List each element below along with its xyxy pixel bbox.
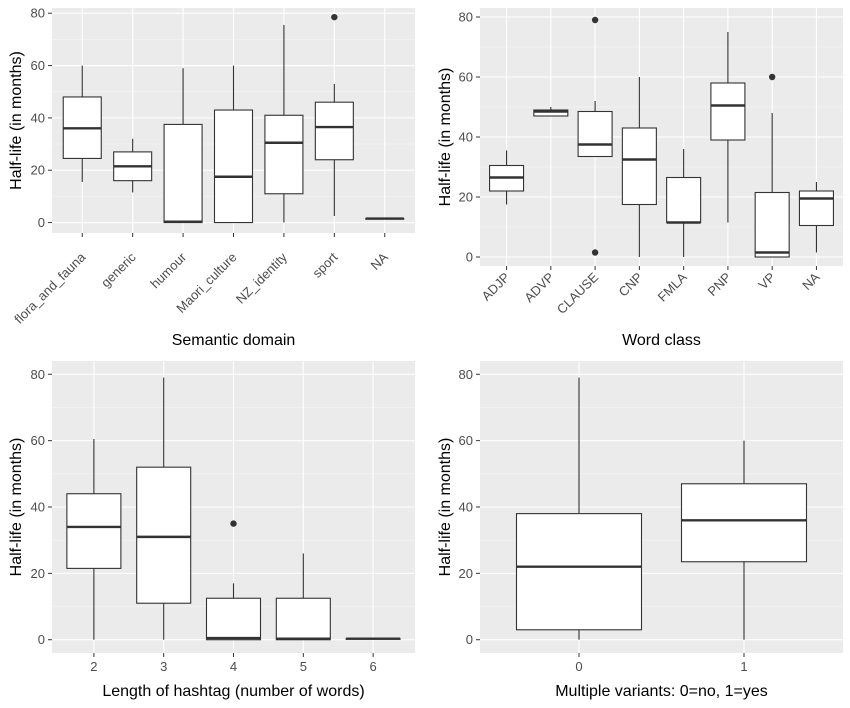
panel-hashtag-length: 0 20 40 60 80 2 3 4 5 6 Length of hashtag (number … [8,361,415,700]
box-adjp [489,150,525,205]
x-axis-title: Semantic domain [172,332,296,349]
box-body [798,190,834,227]
y-tick-label: 0 [38,632,45,647]
box-generic [113,138,153,193]
y-tick-label: 80 [459,367,473,382]
x-tick-label: 1 [740,659,747,674]
x-tick-label: flora_and_fauna [11,249,89,327]
outlier-point [591,16,599,24]
x-axis-title: Word class [622,332,701,349]
y-axis-title: Half-life (in months) [437,68,454,207]
y-tick-label: 60 [31,58,45,73]
x-axis-title: Length of hashtag (number of words) [102,683,364,700]
box-body [66,493,122,569]
outlier-point [230,520,237,527]
box-body [754,191,790,258]
box-vp [754,73,790,258]
x-tick-label: generic [98,249,139,290]
x-tick-label: FMLA [655,269,690,304]
box-0 [515,377,643,640]
y-axis-title: Half-life (in months) [8,438,25,577]
x-tick-label: sport [309,249,340,280]
x-tick-label: 5 [300,659,307,674]
x-tick-label: NA [367,249,391,273]
x-tick-label: 0 [575,659,582,674]
y-tick-label: 0 [466,632,473,647]
y-axis-title: Half-life (in months) [8,51,25,190]
box-clause [577,16,613,256]
box-body [515,513,643,631]
box-4 [205,520,262,641]
y-tick-label: 80 [31,6,45,21]
x-tick-label: VP [755,270,778,293]
box-3 [136,377,192,640]
box-maori_culture [213,65,254,224]
box-humour [163,68,203,224]
box-6 [345,637,401,640]
x-tick-label: CNP [615,270,645,300]
box-body [680,483,808,563]
x-tick-label: ADVP [521,270,557,306]
x-tick-label: 4 [230,659,237,674]
y-tick-label: 20 [459,566,473,581]
y-tick-label: 20 [459,190,473,205]
box-pnp [710,32,746,223]
y-axis-title: Half-life (in months) [437,438,454,577]
box-2 [66,438,122,640]
x-tick-label: CLAUSE [554,269,602,317]
box-body [710,82,746,141]
y-tick-label: 60 [459,70,473,85]
y-tick-label: 60 [31,433,45,448]
outlier-point [331,13,338,21]
y-tick-label: 60 [459,433,473,448]
box-na [798,182,834,253]
y-tick-label: 0 [466,250,473,265]
x-tick-label: ADJP [479,270,513,304]
panel-multiple-variants: 0 20 40 60 80 0 1 Multiple variants: 0=no, 1=ye… [437,361,843,700]
box-body [275,597,331,641]
y-tick-label: 40 [31,500,45,515]
box-body [205,597,262,641]
box-nz_identity [264,25,304,223]
box-body [213,109,254,224]
y-tick-label: 0 [38,215,45,230]
x-tick-label: 6 [369,659,376,674]
y-tick-label: 40 [31,110,45,125]
box-body [666,176,702,224]
box-body [621,127,657,206]
box-1 [680,440,808,640]
y-tick-label: 40 [459,500,473,515]
y-tick-label: 40 [459,130,473,145]
y-tick-label: 80 [459,10,473,25]
box-body [163,123,203,224]
box-body [577,110,613,158]
x-tick-label: humour [147,249,189,291]
x-tick-label: 3 [160,659,167,674]
box-flora_and_fauna [62,65,102,182]
y-tick-label: 20 [31,566,45,581]
box-fmla [666,149,702,257]
box-sport [314,13,354,216]
box-body [136,466,192,604]
y-tick-label: 20 [31,163,45,178]
x-tick-label: PNP [705,270,735,300]
box-body [314,101,354,161]
x-axis-title: Multiple variants: 0=no, 1=yes [555,683,768,700]
box-body [264,114,304,195]
box-na [365,217,405,220]
x-tick-label: 2 [90,659,97,674]
x-tick-label: NZ_identity [233,249,290,306]
box-advp [533,107,569,117]
box-cnp [621,77,657,257]
outlier-point [591,249,599,256]
x-tick-label: NA [799,269,823,293]
box-5 [275,553,331,641]
box-body [533,109,569,117]
outlier-point [768,73,776,81]
y-tick-label: 80 [31,367,45,382]
